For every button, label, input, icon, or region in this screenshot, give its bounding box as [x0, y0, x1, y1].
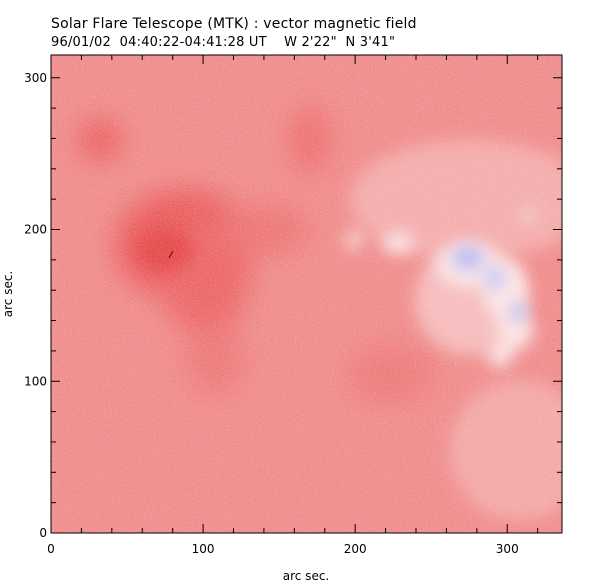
y-tick-label: 300 [24, 71, 47, 85]
y-tick-label: 100 [24, 374, 47, 388]
y-tick-label: 0 [39, 526, 47, 540]
field-vector [168, 250, 174, 259]
x-tick-label: 100 [192, 542, 215, 556]
image-noise [51, 55, 562, 533]
x-tick-label: 0 [47, 542, 55, 556]
y-axis: 0 100 200 300 [24, 71, 562, 540]
x-axis-label: arc sec. [283, 569, 329, 583]
observation-position: W 2'22" N 3'41" [284, 35, 396, 50]
magnetogram-image [51, 55, 562, 533]
observation-date: 96/01/02 [51, 35, 111, 50]
observation-time: 04:40:22-04:41:28 UT [119, 35, 267, 50]
y-axis-label: arc sec. [1, 271, 15, 317]
x-axis: 0 100 200 300 [47, 55, 539, 556]
observation-info: 96/01/02 04:40:22-04:41:28 UT W 2'22" N … [51, 35, 395, 50]
x-tick-label: 300 [496, 542, 519, 556]
y-tick-label: 200 [24, 223, 47, 237]
x-tick-label: 200 [344, 542, 367, 556]
plot-frame [50, 54, 563, 534]
plot-title: Solar Flare Telescope (MTK) : vector mag… [51, 16, 417, 32]
